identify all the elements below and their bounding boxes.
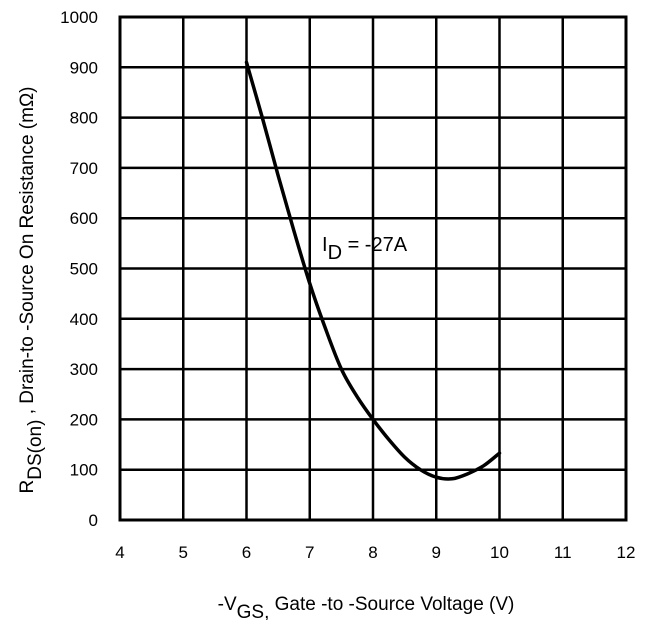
- x-tick-label-12: 12: [617, 543, 636, 562]
- y-tick-label-1000: 1000: [60, 8, 98, 27]
- x-tick-label-10: 10: [490, 543, 509, 562]
- y-tick-label-900: 900: [70, 58, 98, 77]
- y-tick-labels: 0 100 200 300 400 500 600 700 800 900 1000: [60, 8, 98, 530]
- y-tick-label-0: 0: [89, 511, 98, 530]
- y-tick-label-800: 800: [70, 109, 98, 128]
- x-tick-label-4: 4: [115, 543, 124, 562]
- x-axis-label-post: Gate -to -Source Voltage (V): [269, 594, 514, 615]
- y-axis-label-post: , Drain-to -Source On Resistance (mΩ): [17, 87, 38, 420]
- x-tick-label-8: 8: [368, 543, 377, 562]
- y-tick-label-300: 300: [70, 360, 98, 379]
- x-tick-label-11: 11: [554, 543, 572, 562]
- y-tick-label-400: 400: [70, 310, 98, 329]
- y-axis-label-sub: DS(on): [25, 420, 46, 480]
- y-tick-label-500: 500: [70, 260, 98, 279]
- grid-lines: [120, 17, 626, 520]
- plot-frame: [118, 15, 628, 522]
- y-axis-label: RDS(on) , Drain-to -Source On Resistance…: [17, 87, 46, 494]
- y-tick-label-100: 100: [70, 461, 98, 480]
- series-line: [244, 60, 502, 481]
- annotation-post: = -27A: [342, 234, 408, 256]
- annotation-label: ID = -27A: [322, 234, 408, 264]
- y-tick-label-600: 600: [70, 209, 98, 228]
- y-tick-label-700: 700: [70, 159, 98, 178]
- x-tick-label-5: 5: [179, 543, 188, 562]
- x-tick-label-7: 7: [305, 543, 314, 562]
- x-axis-label: -VGS, Gate -to -Source Voltage (V): [218, 594, 515, 620]
- x-tick-label-9: 9: [432, 543, 441, 562]
- annotation-pre: I: [322, 234, 328, 256]
- x-tick-label-6: 6: [242, 543, 251, 562]
- x-axis-label-pre: -V: [218, 594, 237, 615]
- x-tick-labels: 4 5 6 7 8 9 10 11 12: [115, 543, 635, 562]
- y-axis-label-pre: R: [17, 480, 38, 494]
- x-axis-label-sub: GS,: [237, 602, 270, 620]
- y-tick-label-200: 200: [70, 410, 98, 429]
- annotation-sub: D: [328, 242, 342, 264]
